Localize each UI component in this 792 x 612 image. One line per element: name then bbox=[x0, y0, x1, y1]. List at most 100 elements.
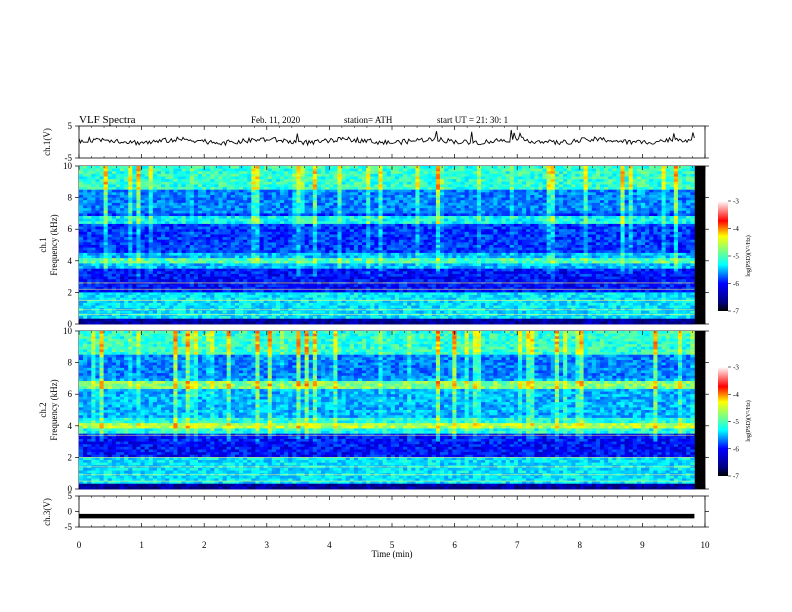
spectrogram-cell bbox=[624, 218, 630, 222]
spectrogram-cell bbox=[349, 229, 355, 233]
spectrogram-cell bbox=[300, 239, 306, 243]
spectrogram-cell bbox=[238, 168, 244, 172]
spectrogram-cell bbox=[476, 179, 482, 183]
spectrogram-cell bbox=[604, 237, 609, 241]
spectrogram-cell bbox=[218, 205, 223, 209]
spectrogram-cell bbox=[185, 173, 191, 177]
spectrogram-cell bbox=[271, 194, 277, 198]
spectrogram-cell bbox=[682, 226, 687, 230]
spectrogram-cell bbox=[378, 226, 383, 230]
spectrogram-cell bbox=[353, 216, 359, 220]
spectrogram-cell bbox=[427, 245, 433, 249]
spectrogram-cell bbox=[526, 176, 531, 180]
spectrogram-cell bbox=[341, 239, 347, 243]
spectrogram-cell bbox=[234, 223, 240, 227]
spectrogram-cell bbox=[476, 194, 482, 198]
spectrogram-cell bbox=[403, 173, 408, 177]
spectrogram-cell bbox=[546, 242, 552, 246]
spectrogram-cell bbox=[382, 179, 388, 183]
spectrogram-cell bbox=[394, 237, 400, 241]
spectrogram-cell bbox=[624, 202, 630, 206]
spectrogram-cell bbox=[641, 173, 646, 177]
spectrogram-cell bbox=[440, 187, 445, 191]
spectrogram-cell bbox=[230, 229, 236, 233]
spectrogram-cell bbox=[218, 171, 223, 175]
spectrogram-cell bbox=[398, 208, 404, 212]
spectrogram-cell bbox=[567, 226, 572, 230]
spectrogram-cell bbox=[144, 184, 150, 188]
spectrogram-cell bbox=[111, 192, 117, 196]
spectrogram-cell bbox=[193, 210, 199, 214]
spectrogram-cell bbox=[321, 200, 326, 204]
spectrogram-cell bbox=[595, 231, 601, 235]
spectrogram-cell bbox=[284, 205, 289, 209]
spectrogram-cell bbox=[567, 173, 572, 177]
spectrogram-cell bbox=[604, 179, 609, 183]
spectrogram-cell bbox=[620, 176, 626, 180]
spectrogram-cell bbox=[243, 205, 248, 209]
spectrogram-cell bbox=[374, 189, 379, 193]
spectrogram-cell bbox=[567, 168, 572, 172]
spectrogram-cell bbox=[513, 171, 519, 175]
spectrogram-cell bbox=[468, 213, 474, 217]
spectrogram-cell bbox=[427, 184, 433, 188]
spectrogram-cell bbox=[95, 171, 100, 175]
spectrogram-cell bbox=[222, 245, 228, 249]
spectrogram-cell bbox=[440, 245, 445, 249]
spectrogram-cell bbox=[632, 247, 638, 251]
spectrogram-cell bbox=[284, 179, 289, 183]
spectrogram-cell bbox=[87, 202, 92, 206]
spectrogram-cell bbox=[636, 205, 642, 209]
spectrogram-cell bbox=[682, 250, 687, 254]
spectrogram-cell bbox=[497, 213, 502, 217]
spectrogram-cell bbox=[542, 239, 548, 243]
spectrogram-cell bbox=[91, 229, 96, 233]
spectrogram-cell bbox=[583, 239, 589, 243]
spectrogram-cell bbox=[550, 208, 556, 212]
spectrogram-cell bbox=[325, 247, 330, 251]
spectrogram-cell bbox=[673, 189, 679, 193]
spectrogram-cell bbox=[624, 197, 630, 201]
spectrogram-cell bbox=[530, 245, 535, 249]
spectrogram-cell bbox=[353, 205, 359, 209]
spectrogram-cell bbox=[218, 231, 223, 235]
spectrogram-cell bbox=[177, 194, 182, 198]
spectrogram-cell bbox=[616, 194, 621, 198]
spectrogram-cell bbox=[567, 202, 572, 206]
spectrogram-cell bbox=[423, 189, 429, 193]
spectrogram-cell bbox=[243, 231, 248, 235]
spectrogram-cell bbox=[517, 166, 523, 170]
spectrogram-cell bbox=[156, 205, 162, 209]
spectrogram-cell bbox=[612, 221, 617, 225]
spectrogram-cell bbox=[542, 231, 548, 235]
spectrogram-cell bbox=[111, 179, 117, 183]
spectrogram-cell bbox=[107, 171, 113, 175]
spectrogram-cell bbox=[87, 194, 92, 198]
spectrogram-cell bbox=[329, 168, 334, 172]
spectrogram-cell bbox=[497, 231, 502, 235]
spectrogram-cell bbox=[206, 197, 211, 201]
spectrogram-cell bbox=[394, 226, 400, 230]
spectrogram-cell bbox=[148, 245, 154, 249]
spectrogram-cell bbox=[357, 184, 363, 188]
spectrogram-cell bbox=[197, 237, 203, 241]
spectrogram-cell bbox=[440, 213, 445, 217]
spectrogram-cell bbox=[177, 200, 182, 204]
spectrogram-cell bbox=[345, 168, 351, 172]
spectrogram-cell bbox=[296, 176, 301, 180]
spectrogram-cell bbox=[628, 226, 634, 230]
spectrogram-cell bbox=[95, 252, 100, 256]
spectrogram-cell bbox=[136, 168, 141, 172]
spectrogram-cell bbox=[193, 171, 199, 175]
spectrogram-cell bbox=[575, 242, 580, 246]
spectrogram-cell bbox=[665, 202, 671, 206]
spectrogram-cell bbox=[415, 213, 420, 217]
spectrogram-cell bbox=[403, 181, 408, 185]
spectrogram-cell bbox=[370, 184, 375, 188]
spectrogram-cell bbox=[423, 168, 429, 172]
spectrogram-cell bbox=[185, 226, 191, 230]
spectrogram-cell bbox=[612, 210, 617, 214]
spectrogram-cell bbox=[185, 210, 191, 214]
spectrogram-cell bbox=[497, 239, 502, 243]
spectrogram-cell bbox=[230, 202, 236, 206]
